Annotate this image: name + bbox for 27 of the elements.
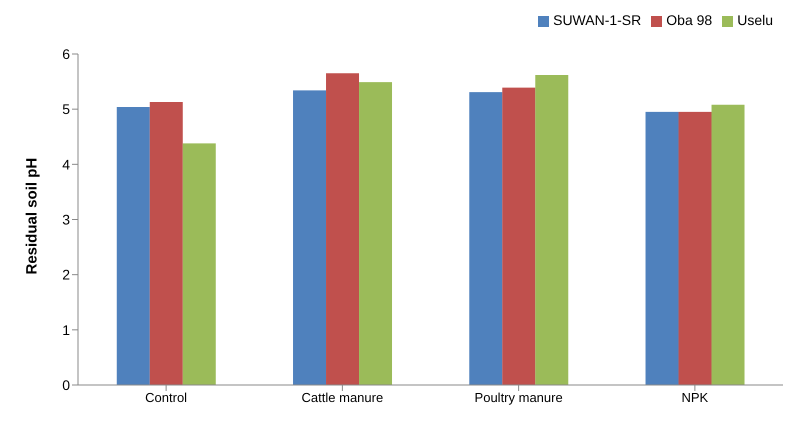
y-tick-label: 6 (62, 46, 70, 62)
y-tick-label: 2 (62, 266, 70, 283)
y-tick-label: 1 (62, 322, 70, 338)
x-tick-label: NPK (682, 390, 709, 406)
bar (535, 74, 568, 385)
bar (712, 104, 745, 385)
x-tick-label: Cattle manure (302, 390, 384, 406)
x-tick-label: Control (145, 390, 188, 406)
bar (678, 112, 712, 385)
y-tick-label: 3 (62, 211, 70, 228)
legend-label: Oba 98 (666, 12, 712, 28)
bar (182, 143, 216, 385)
y-tick-label: 5 (62, 101, 70, 118)
bar (502, 88, 536, 385)
bar (646, 112, 679, 385)
legend-label: Uselu (737, 12, 773, 28)
legend-label: SUWAN-1-SR (553, 12, 642, 28)
bar (150, 102, 183, 385)
bar (326, 73, 360, 385)
bar (359, 82, 392, 385)
bar (293, 90, 326, 385)
x-tick-label: Poultry manure (474, 390, 563, 406)
y-axis-title: Residual soil pH (23, 158, 40, 274)
y-tick-label: 0 (62, 376, 70, 393)
bar (469, 92, 502, 385)
bar (116, 106, 150, 385)
y-tick-label: 4 (62, 156, 70, 172)
